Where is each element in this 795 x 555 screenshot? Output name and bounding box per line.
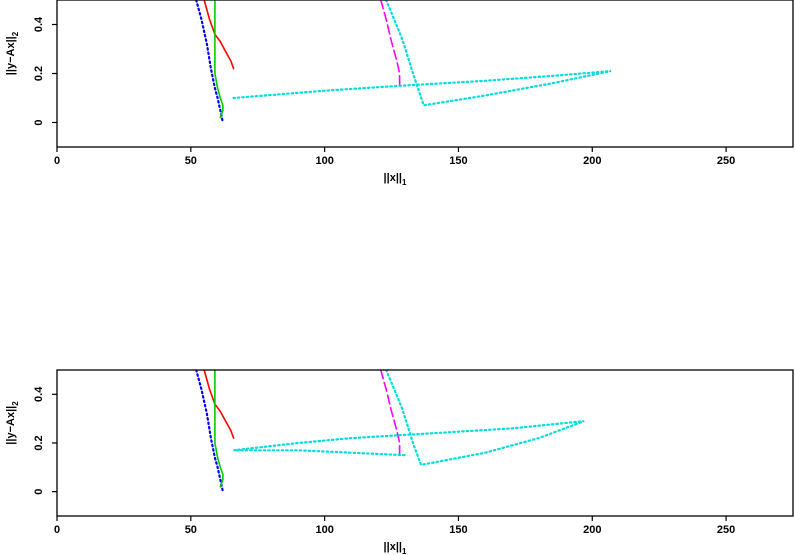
x-tick-label: 50 [185,155,197,167]
x-tick-label: 200 [583,155,601,167]
series-line-2 [214,0,224,119]
x-tick-label: 250 [717,155,735,167]
x-tick-label: 150 [449,155,467,167]
series-line-4 [233,370,585,467]
x-tick-label: 250 [717,524,735,536]
series-line-4 [232,0,612,107]
x-tick-label: 0 [54,155,60,167]
x-tick-label: 0 [54,524,60,536]
x-tick-label: 100 [315,524,333,536]
series-line-1 [203,0,235,70]
series-group [195,370,585,493]
y-tick-label: 0.4 [33,16,45,32]
y-tick-label: 0.4 [33,386,45,402]
series-line-1 [203,370,235,439]
y-axis-title: ||y−Ax||2 [5,401,20,445]
chart-panel-top: 0 50 100 150 200 250 0 0.2 0.4 ||x||1 ||y−Ax||2 [5,0,794,187]
y-tick-label: 0.2 [33,66,45,81]
plot-frame [56,0,794,148]
x-tick-label: 50 [185,524,197,536]
x-tick-label: 200 [583,524,601,536]
x-axis-title: ||x||1 [384,172,407,187]
series-line-2 [214,370,224,488]
series-line-0 [195,0,224,124]
y-axis-title: ||y−Ax||2 [5,31,20,75]
y-tick-label: 0.2 [33,435,45,450]
series-line-3 [379,370,401,457]
x-tick-label: 100 [315,155,333,167]
chart-panel-bottom: 0 50 100 150 200 250 0 0.2 0.4 ||x||1 ||y−Ax||2 [5,369,794,555]
plot-frame [56,369,794,517]
series-group [195,0,612,124]
x-tick-label: 150 [449,524,467,536]
series-line-3 [379,0,401,87]
y-tick-label: 0 [33,489,45,495]
series-line-0 [195,370,224,493]
y-tick-label: 0 [33,119,45,125]
x-axis-title: ||x||1 [384,541,407,555]
